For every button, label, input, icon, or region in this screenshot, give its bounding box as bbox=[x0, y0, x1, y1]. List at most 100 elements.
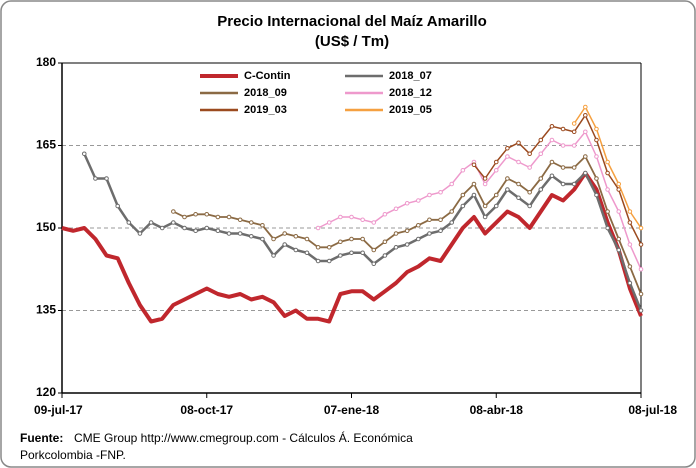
point bbox=[237, 217, 243, 223]
point bbox=[371, 247, 377, 253]
point bbox=[93, 176, 98, 181]
chart-subtitle: (US$ / Tm) bbox=[315, 33, 389, 50]
legend-label: 2019_03 bbox=[244, 104, 287, 116]
point bbox=[627, 242, 633, 247]
point bbox=[516, 140, 521, 146]
x-tick-label: 08-oct-17 bbox=[180, 403, 233, 417]
point bbox=[527, 165, 532, 170]
point bbox=[81, 151, 87, 157]
point bbox=[538, 187, 544, 192]
point bbox=[549, 159, 555, 165]
legend-label: 2019_05 bbox=[389, 104, 432, 116]
point bbox=[204, 225, 210, 231]
point bbox=[493, 167, 499, 173]
point bbox=[271, 253, 276, 258]
point bbox=[416, 236, 421, 242]
point bbox=[594, 126, 599, 132]
point bbox=[527, 151, 532, 157]
point bbox=[193, 211, 198, 217]
point bbox=[304, 250, 310, 256]
point bbox=[560, 165, 566, 170]
point bbox=[349, 250, 354, 256]
point bbox=[571, 143, 577, 148]
legend-label: 2018_07 bbox=[389, 70, 432, 82]
point bbox=[516, 159, 521, 165]
point bbox=[571, 129, 577, 135]
point bbox=[438, 228, 443, 234]
point bbox=[549, 137, 555, 143]
point bbox=[416, 198, 421, 203]
point bbox=[505, 176, 510, 181]
point bbox=[226, 214, 232, 220]
point bbox=[404, 242, 410, 247]
point bbox=[516, 181, 521, 187]
point bbox=[326, 220, 332, 225]
point bbox=[516, 195, 521, 201]
point bbox=[182, 214, 187, 220]
point bbox=[527, 203, 532, 209]
point bbox=[493, 192, 499, 198]
x-tick-label: 08-jul-18 bbox=[628, 403, 677, 417]
y-tick-label: 180 bbox=[36, 55, 56, 69]
point bbox=[338, 239, 343, 245]
point bbox=[616, 236, 622, 242]
point bbox=[605, 159, 610, 165]
point bbox=[493, 159, 499, 165]
point bbox=[427, 217, 432, 223]
point bbox=[360, 217, 365, 223]
point bbox=[126, 220, 132, 225]
point bbox=[148, 220, 154, 225]
point bbox=[571, 121, 577, 126]
point bbox=[326, 258, 332, 264]
point bbox=[627, 209, 633, 214]
point bbox=[226, 231, 232, 236]
x-tick-label: 07-ene-18 bbox=[324, 403, 380, 417]
point bbox=[505, 145, 510, 151]
point bbox=[616, 181, 622, 187]
point bbox=[482, 203, 488, 209]
point bbox=[638, 266, 644, 272]
point bbox=[171, 209, 176, 214]
source-label: Fuente: bbox=[20, 431, 63, 445]
point bbox=[360, 250, 365, 256]
point bbox=[616, 209, 622, 214]
point bbox=[137, 231, 143, 236]
point bbox=[482, 181, 488, 187]
point bbox=[605, 225, 610, 231]
point bbox=[371, 261, 377, 267]
series-line bbox=[473, 114, 642, 245]
point bbox=[349, 214, 354, 220]
point bbox=[605, 170, 610, 176]
point bbox=[616, 247, 622, 253]
point bbox=[482, 214, 488, 220]
point bbox=[248, 233, 254, 239]
point bbox=[549, 123, 555, 129]
point bbox=[527, 189, 532, 195]
point bbox=[538, 137, 544, 143]
point bbox=[583, 154, 588, 159]
point bbox=[315, 258, 321, 264]
legend-label: 2018_12 bbox=[389, 87, 432, 99]
point bbox=[471, 181, 477, 187]
point bbox=[315, 225, 321, 231]
point bbox=[315, 244, 321, 250]
point bbox=[638, 242, 644, 247]
point bbox=[482, 176, 488, 181]
chart-title: Precio Internacional del Maíz Amarillo bbox=[217, 13, 487, 30]
point bbox=[638, 291, 644, 297]
point bbox=[215, 214, 221, 220]
point bbox=[560, 181, 566, 187]
point bbox=[171, 220, 176, 225]
legend-label: 2018_09 bbox=[244, 87, 287, 99]
point bbox=[427, 192, 432, 198]
point bbox=[638, 225, 644, 231]
point bbox=[282, 242, 287, 247]
point bbox=[416, 222, 421, 228]
point bbox=[471, 192, 477, 198]
point bbox=[538, 176, 544, 181]
point bbox=[594, 176, 599, 181]
point bbox=[393, 231, 399, 236]
point bbox=[594, 192, 599, 198]
point bbox=[260, 236, 265, 242]
